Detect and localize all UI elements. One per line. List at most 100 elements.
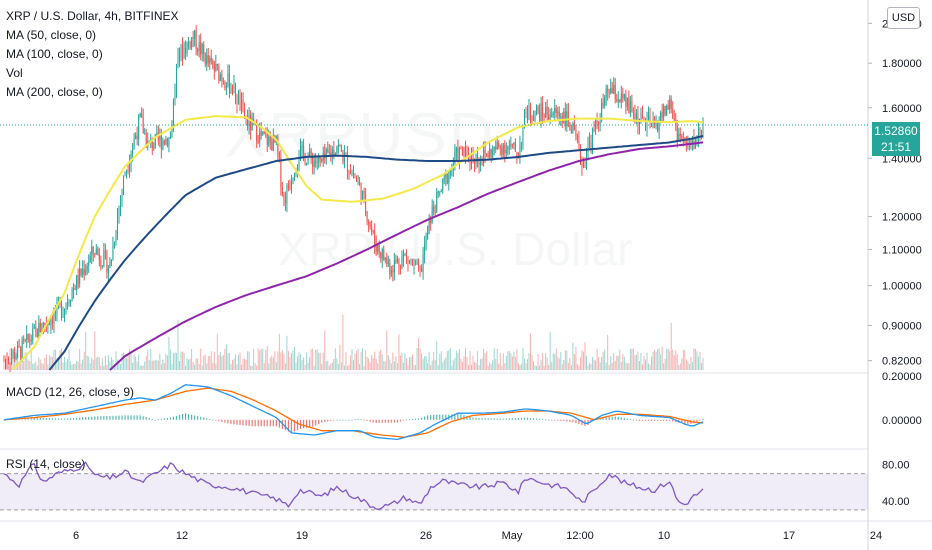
- candle-body: [433, 206, 435, 212]
- candle-body: [481, 162, 483, 164]
- time-tick-label: 26: [420, 530, 432, 542]
- macd-hist-bar: [166, 418, 169, 420]
- candle-body: [631, 101, 633, 113]
- volume-bar: [257, 348, 259, 370]
- candle-body: [502, 145, 504, 155]
- candle-body: [306, 163, 308, 165]
- currency-button[interactable]: USD: [887, 7, 920, 29]
- volume-bar: [269, 357, 271, 370]
- macd-hist-bar: [151, 418, 153, 420]
- macd-hist-bar: [266, 419, 268, 427]
- candle-body: [293, 175, 295, 180]
- volume-bar: [428, 351, 430, 370]
- volume-bar: [71, 364, 73, 370]
- candle-body: [569, 122, 571, 130]
- volume-bar: [91, 357, 93, 370]
- candle-body: [337, 145, 339, 148]
- candle-body: [649, 115, 651, 125]
- candle-body: [383, 249, 385, 260]
- macd-hist-bar: [375, 419, 377, 423]
- volume-bar: [340, 362, 342, 370]
- candle-body: [645, 120, 647, 129]
- volume-bar: [596, 348, 598, 370]
- vol-legend[interactable]: Vol: [6, 66, 23, 80]
- candle-body: [661, 112, 663, 119]
- rsi-title[interactable]: RSI (14, close): [6, 457, 86, 471]
- candle-body: [543, 115, 545, 118]
- candle-body: [638, 118, 640, 126]
- candle-body: [179, 47, 181, 60]
- macd-tick-label: 0.20000: [882, 371, 922, 383]
- macd-hist-bar: [88, 416, 90, 420]
- volume-bar: [254, 363, 256, 370]
- candle-body: [610, 87, 612, 94]
- volume-bar: [427, 363, 429, 370]
- candle-body: [357, 180, 359, 182]
- macd-title[interactable]: MACD (12, 26, close, 9): [6, 385, 135, 399]
- candle-body: [44, 322, 46, 326]
- volume-bar: [98, 357, 100, 370]
- volume-bar: [303, 357, 305, 370]
- macd-hist-bar: [454, 413, 456, 420]
- volume-bar: [177, 320, 179, 370]
- candle-body: [159, 136, 161, 141]
- candle-body: [100, 260, 102, 267]
- volume-bar: [363, 365, 365, 370]
- volume-bar: [132, 362, 134, 370]
- volume-bars: [3, 314, 704, 370]
- volume-bar: [440, 351, 442, 370]
- candle-body: [289, 187, 291, 189]
- candle-body: [579, 145, 581, 165]
- candle-body: [455, 147, 457, 153]
- ma200-legend[interactable]: MA (200, close, 0): [6, 85, 103, 99]
- candle-body: [425, 239, 427, 245]
- macd-hist-bar: [339, 419, 341, 421]
- volume-bar: [53, 350, 55, 370]
- candle-body: [172, 100, 174, 125]
- macd-hist-bar: [230, 419, 232, 425]
- symbol-title[interactable]: XRP / U.S. Dollar, 4h, BITFINEX: [6, 9, 179, 23]
- volume-bar: [106, 364, 108, 370]
- candle-body: [377, 245, 379, 252]
- candle-body: [166, 139, 168, 147]
- macd-hist-bar: [94, 416, 96, 420]
- candle-body: [47, 323, 49, 326]
- volume-bar: [153, 360, 155, 370]
- price-tick-label: 1.40000: [882, 153, 922, 165]
- macd-hist-bar: [148, 418, 150, 420]
- volume-bar: [504, 363, 506, 370]
- volume-bar: [188, 359, 190, 370]
- macd-hist-bar: [620, 417, 622, 420]
- macd-hist-bar: [542, 419, 544, 420]
- volume-bar: [425, 356, 427, 370]
- volume-bar: [156, 359, 158, 370]
- volume-bar: [59, 350, 61, 370]
- volume-bar: [68, 349, 70, 370]
- volume-bar: [484, 353, 486, 370]
- candle-body: [418, 261, 420, 268]
- candle-body: [611, 87, 613, 94]
- candle-body: [333, 149, 335, 156]
- ma100-legend[interactable]: MA (100, close, 0): [6, 47, 103, 61]
- volume-bar: [192, 362, 194, 370]
- macd-hist-bar: [236, 419, 238, 425]
- volume-bar: [345, 352, 347, 370]
- candle-body: [297, 165, 299, 170]
- volume-bar: [374, 351, 376, 370]
- time-tick-label: 19: [296, 530, 308, 542]
- macd-hist-bar: [581, 419, 583, 425]
- candle-body: [404, 253, 406, 256]
- candle-body: [635, 112, 637, 120]
- macd-hist-bar: [699, 419, 701, 421]
- candle-body: [89, 255, 91, 263]
- candle-body: [669, 99, 671, 110]
- candle-body: [162, 140, 164, 150]
- macd-hist-bar: [51, 418, 54, 420]
- candle-body: [180, 44, 182, 60]
- volume-bar: [510, 353, 512, 370]
- candle-body: [198, 42, 200, 51]
- ma50-legend[interactable]: MA (50, close, 0): [6, 28, 97, 42]
- volume-bar: [271, 355, 273, 370]
- candle-body: [678, 133, 680, 141]
- candle-body: [602, 102, 604, 106]
